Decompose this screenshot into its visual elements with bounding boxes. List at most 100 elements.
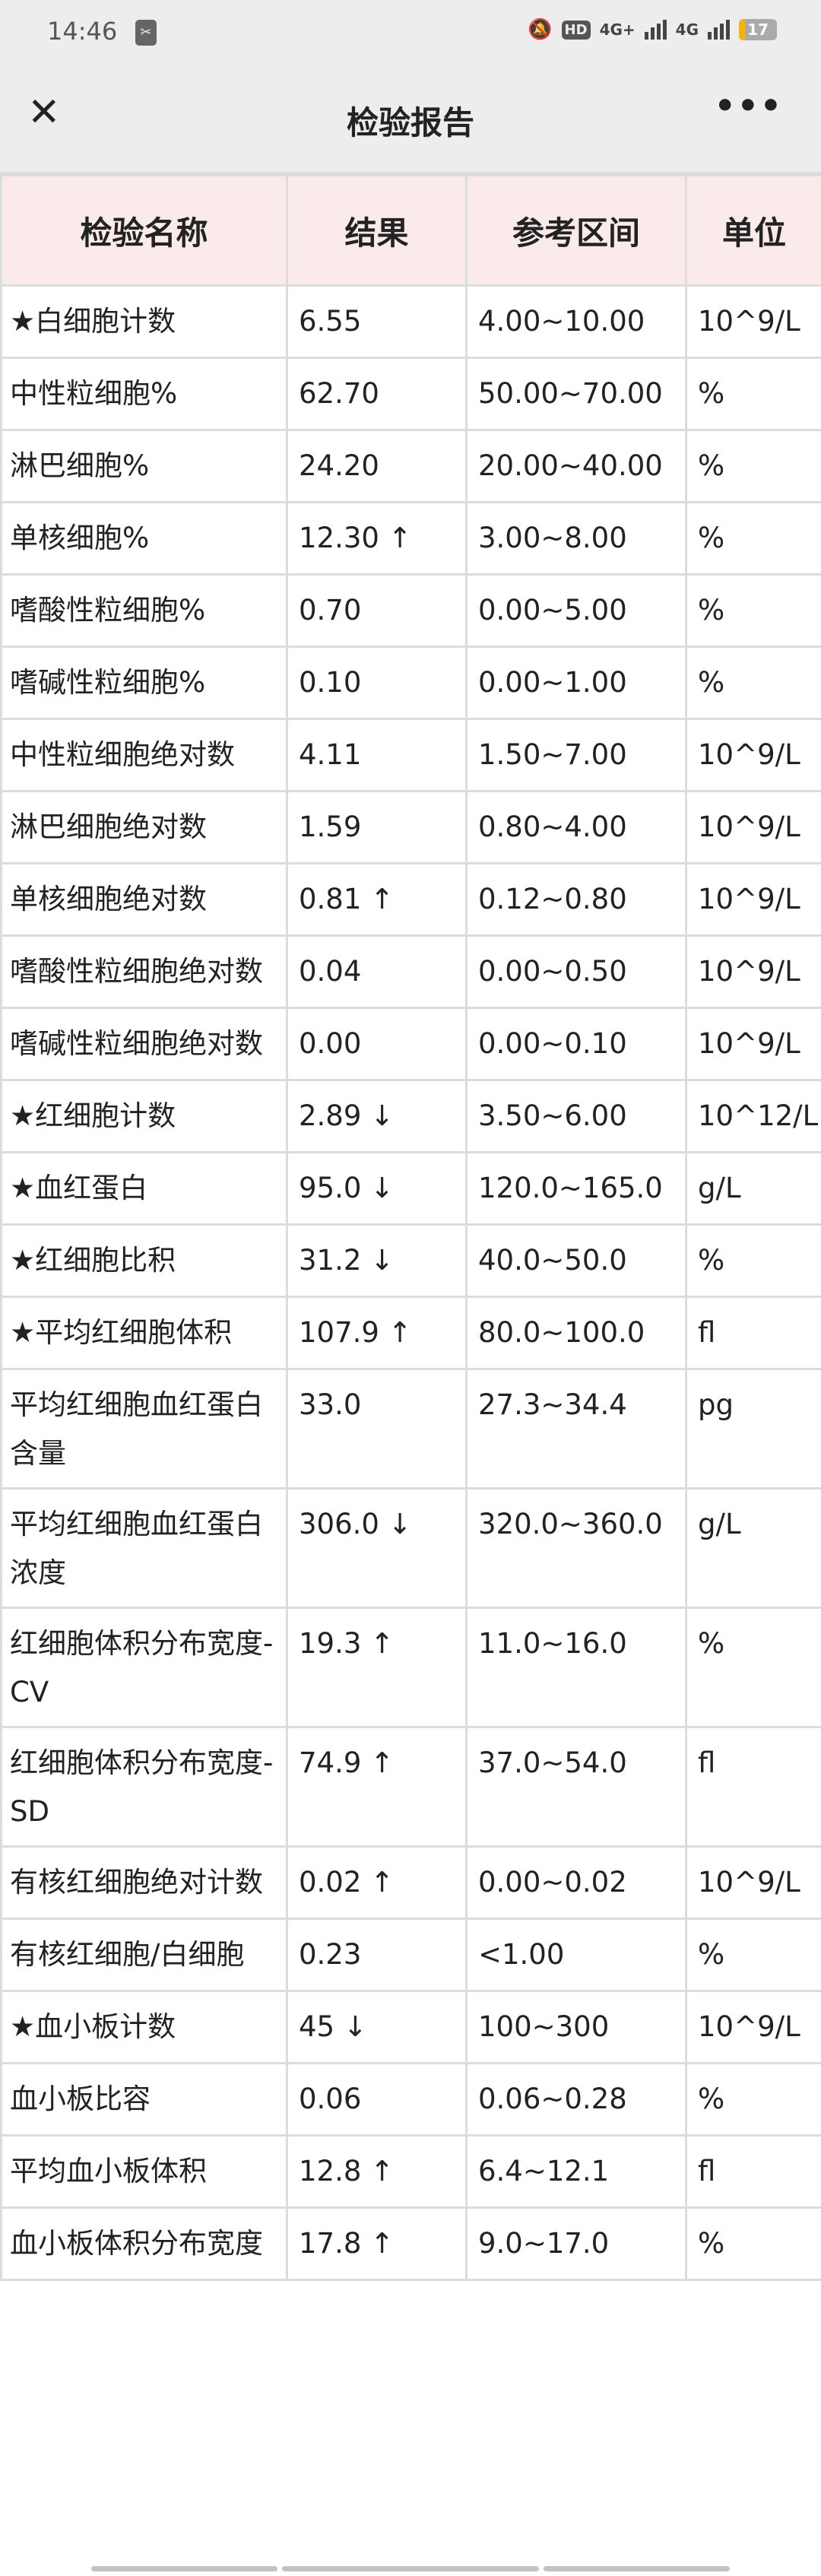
cell-unit: % [685, 2206, 821, 2281]
cell-range: 0.80~4.00 [465, 790, 687, 864]
table-row: 嗜碱性粒细胞% 0.10 0.00~1.00% [0, 646, 821, 720]
battery-icon: 17 [739, 19, 777, 40]
header-result: 结果 [286, 174, 468, 287]
more-icon[interactable]: ••• [714, 87, 783, 125]
cell-unit: 10^9/L [685, 284, 821, 359]
cell-unit: % [685, 357, 821, 431]
cell-name: 平均血小板体积 [0, 2134, 288, 2209]
cell-unit: % [685, 1918, 821, 1992]
cell-result: 306.0 ↓ [286, 1487, 468, 1609]
cell-name: 单核细胞绝对数 [0, 862, 288, 937]
signal-icon [708, 20, 730, 40]
table-row: ★红细胞计数 2.89 ↓ 3.50~6.00 10^12/L [0, 1079, 821, 1153]
cell-result: 74.9 ↑ [286, 1726, 468, 1848]
cell-result: 0.81 ↑ [286, 862, 468, 937]
cell-result: 33.0 [286, 1368, 468, 1489]
cell-result: 95.0 ↓ [286, 1151, 468, 1226]
table-row: 嗜酸性粒细胞绝对数 0.04 0.00~0.50 10^9/L [0, 934, 821, 1009]
cell-unit: % [685, 646, 821, 720]
cell-unit: % [685, 1223, 821, 1298]
status-bar: 14:46 ✂ 🔕 HD 4G+ 4G 17 [0, 0, 821, 61]
header-range: 参考区间 [465, 174, 687, 287]
cell-result: 6.55 [286, 284, 468, 359]
cell-range: 0.06~0.28 [465, 2062, 687, 2137]
table-row: ★红细胞比积 31.2 ↓ 40.0~50.0% [0, 1223, 821, 1298]
cell-unit: 10^9/L [685, 1007, 821, 1081]
cell-unit: fl [685, 1726, 821, 1848]
cell-range: 11.0~16.0 [465, 1607, 687, 1728]
cell-range: 40.0~50.0 [465, 1223, 687, 1298]
cell-range: 27.3~34.4 [465, 1368, 687, 1489]
cell-unit: fl [685, 2134, 821, 2209]
cell-result: 0.23 [286, 1918, 468, 1992]
table-row: 有核红细胞/白细胞 0.23 <1.00% [0, 1918, 821, 1992]
table-row: 淋巴细胞% 24.20 20.00~40.00% [0, 429, 821, 503]
page-title: 检验报告 [346, 104, 474, 141]
cell-range: 9.0~17.0 [465, 2206, 687, 2281]
cell-range: 0.00~5.00 [465, 573, 687, 648]
scrollbar[interactable] [544, 2566, 730, 2571]
cell-result: 62.70 [286, 357, 468, 431]
cell-range: 20.00~40.00 [465, 429, 687, 503]
cell-name: 红细胞体积分布宽度-SD [0, 1726, 288, 1848]
cell-result: 107.9 ↑ [286, 1296, 468, 1370]
table-row: 单核细胞绝对数 0.81 ↑ 0.12~0.80 10^9/L [0, 862, 821, 937]
table-row: 中性粒细胞% 62.70 50.00~70.00% [0, 357, 821, 431]
nav-bar: ✕ 检验报告 ••• [0, 61, 821, 174]
cell-result: 4.11 [286, 718, 468, 792]
scrollbar[interactable] [282, 2566, 539, 2571]
scrollbar[interactable] [91, 2566, 277, 2571]
cell-result: 0.10 [286, 646, 468, 720]
table-row: 淋巴细胞绝对数 1.59 0.80~4.00 10^9/L [0, 790, 821, 864]
cell-range: 6.4~12.1 [465, 2134, 687, 2209]
cell-result: 12.8 ↑ [286, 2134, 468, 2209]
header-unit: 单位 [685, 174, 821, 287]
cell-range: 0.00~0.50 [465, 934, 687, 1009]
cell-name: ★平均红细胞体积 [0, 1296, 288, 1370]
cell-result: 0.04 [286, 934, 468, 1009]
cell-result: 12.30 ↑ [286, 501, 468, 576]
table-row: 平均红细胞血红蛋白浓度 306.0 ↓ 320.0~360.0 g/L [0, 1487, 821, 1609]
cell-range: 320.0~360.0 [465, 1487, 687, 1609]
cell-result: 31.2 ↓ [286, 1223, 468, 1298]
cell-range: 80.0~100.0 [465, 1296, 687, 1370]
cell-name: ★血小板计数 [0, 1990, 288, 2064]
cell-result: 2.89 ↓ [286, 1079, 468, 1153]
cell-result: 45 ↓ [286, 1990, 468, 2064]
cell-unit: % [685, 1607, 821, 1728]
cell-range: 1.50~7.00 [465, 718, 687, 792]
cell-result: 24.20 [286, 429, 468, 503]
cell-name: 血小板比容 [0, 2062, 288, 2137]
cell-unit: 10^12/L [685, 1079, 821, 1153]
cell-unit: 10^9/L [685, 934, 821, 1009]
cell-result: 0.70 [286, 573, 468, 648]
cell-name: 平均红细胞血红蛋白浓度 [0, 1487, 288, 1609]
cell-result: 0.02 ↑ [286, 1845, 468, 1920]
table-row: 嗜碱性粒细胞绝对数 0.00 0.00~0.10 10^9/L [0, 1007, 821, 1081]
cell-name: 血小板体积分布宽度 [0, 2206, 288, 2281]
cell-name: ★红细胞计数 [0, 1079, 288, 1153]
cell-name: 红细胞体积分布宽度-CV [0, 1607, 288, 1728]
screenshot-icon: ✂ [135, 20, 157, 46]
cell-unit: 10^9/L [685, 790, 821, 864]
cell-range: 0.00~0.02 [465, 1845, 687, 1920]
close-icon[interactable]: ✕ [27, 90, 61, 135]
status-icons: 🔕 HD 4G+ 4G 17 [528, 18, 777, 41]
table-row: 血小板比容 0.06 0.06~0.28% [0, 2062, 821, 2137]
table-header: 检验名称 结果 参考区间 单位 [0, 174, 821, 287]
cell-range: 37.0~54.0 [465, 1726, 687, 1848]
cell-name: 中性粒细胞% [0, 357, 288, 431]
status-time: 14:46 [47, 17, 118, 46]
cell-unit: % [685, 501, 821, 576]
cell-name: 嗜碱性粒细胞绝对数 [0, 1007, 288, 1081]
cell-name: 淋巴细胞绝对数 [0, 790, 288, 864]
table-row: ★白细胞计数 6.55 4.00~10.00 10^9/L [0, 284, 821, 359]
report-table: 检验名称 结果 参考区间 单位 ★白细胞计数 6.55 4.00~10.00 10^9… [0, 174, 821, 2281]
cell-range: 4.00~10.00 [465, 284, 687, 359]
cell-name: 有核红细胞/白细胞 [0, 1918, 288, 1992]
mute-icon: 🔕 [528, 18, 553, 41]
cell-unit: g/L [685, 1151, 821, 1226]
cell-unit: fl [685, 1296, 821, 1370]
cell-result: 19.3 ↑ [286, 1607, 468, 1728]
table-row: ★平均红细胞体积 107.9 ↑ 80.0~100.0 fl [0, 1296, 821, 1370]
